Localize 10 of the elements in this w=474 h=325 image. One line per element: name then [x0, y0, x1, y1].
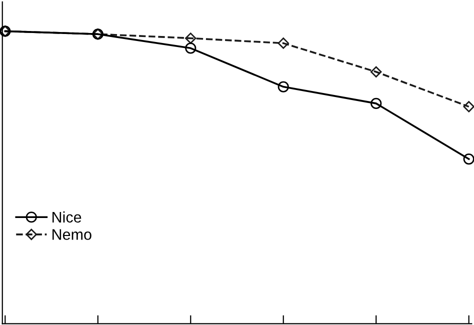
legend-label: Nice	[52, 211, 82, 223]
point	[278, 81, 289, 92]
point	[370, 66, 382, 78]
point	[370, 98, 382, 110]
point	[185, 32, 196, 44]
point	[463, 101, 474, 112]
point	[463, 153, 474, 165]
point	[278, 38, 289, 49]
point	[185, 42, 196, 54]
legend-label: Nemo	[52, 229, 92, 240]
